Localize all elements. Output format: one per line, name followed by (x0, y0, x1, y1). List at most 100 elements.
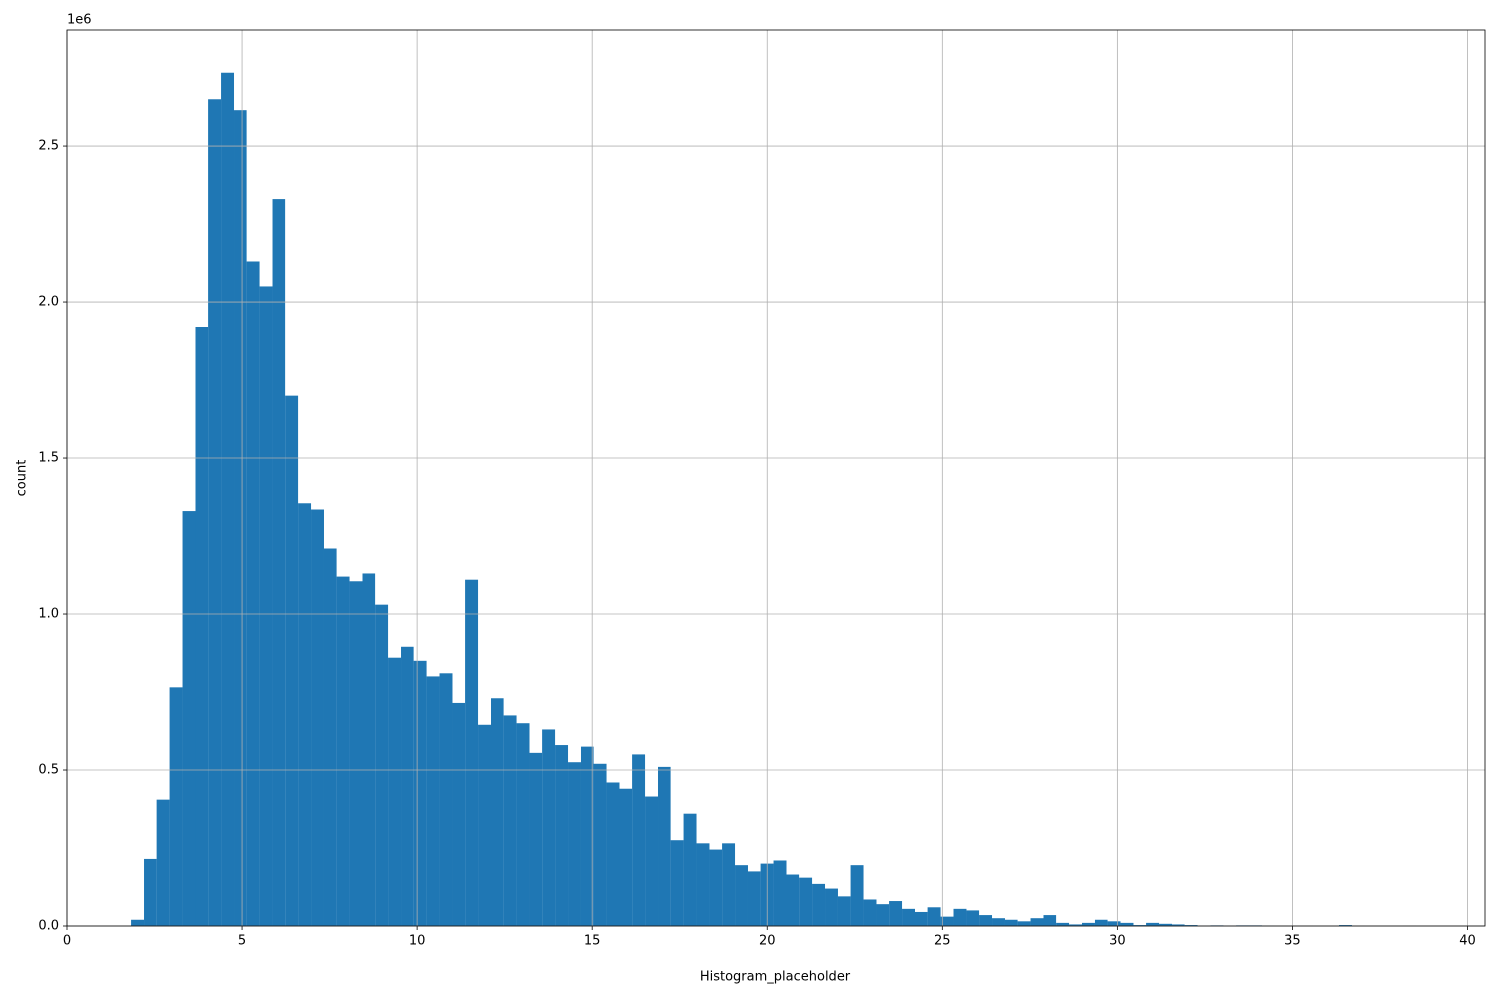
bar (619, 788, 633, 926)
bar (927, 907, 941, 926)
bar (658, 766, 671, 926)
x-tick-label: 5 (238, 934, 246, 949)
bar (979, 915, 993, 926)
bar (670, 840, 684, 926)
bar (683, 813, 697, 926)
bar (323, 548, 337, 926)
y-tick-label: 1.0 (38, 607, 59, 622)
bar (272, 199, 286, 926)
bar (735, 865, 748, 926)
bar (298, 503, 312, 926)
bar (208, 99, 222, 927)
bar (812, 883, 826, 926)
bar (516, 723, 530, 926)
y-tick-label: 1.5 (38, 451, 59, 466)
y-tick-label: 2.0 (38, 295, 59, 310)
bar (1120, 922, 1134, 926)
bar (182, 511, 196, 926)
bar (349, 581, 363, 926)
bar (1017, 921, 1031, 926)
x-tick-label: 0 (63, 934, 71, 949)
bar (221, 72, 235, 926)
x-tick-label: 35 (1284, 934, 1301, 949)
bar (953, 908, 967, 926)
bar (375, 604, 389, 926)
bar (722, 843, 736, 926)
bar (606, 782, 620, 926)
bar (426, 676, 440, 926)
bar (1107, 921, 1121, 926)
bar (992, 918, 1005, 926)
x-tick-label: 15 (584, 934, 601, 949)
x-tick-label: 25 (934, 934, 951, 949)
bar (837, 896, 851, 926)
bar (490, 698, 504, 926)
x-tick-label: 20 (759, 934, 776, 949)
bar (799, 877, 813, 926)
bar (863, 899, 877, 926)
x-tick-label: 40 (1459, 934, 1476, 949)
bar (696, 843, 710, 926)
bar (914, 911, 928, 926)
bar (362, 573, 376, 926)
bar (1030, 918, 1044, 926)
bar (1043, 915, 1057, 926)
bar (311, 509, 324, 926)
bar (478, 724, 491, 926)
bar (773, 860, 787, 926)
plot-frame (66, 29, 1486, 927)
bar (889, 901, 903, 926)
bar (1146, 922, 1160, 926)
bar (1171, 924, 1185, 926)
bar (131, 919, 145, 926)
bar (195, 327, 209, 926)
bar (336, 576, 350, 926)
y-tick-label: 0.0 (38, 919, 59, 934)
bar (555, 745, 569, 926)
offset-text: 1e6 (67, 13, 92, 28)
bar (144, 858, 157, 926)
bar (285, 395, 299, 926)
bar (503, 715, 517, 926)
bar (940, 916, 954, 926)
y-tick-label: 0.5 (38, 763, 59, 778)
bar (465, 579, 479, 926)
bar (747, 871, 761, 926)
bar (1069, 924, 1083, 926)
x-axis-label: Histogram_placeholder (700, 970, 851, 985)
bar (568, 762, 581, 926)
bar (632, 754, 646, 926)
bar (966, 910, 980, 926)
bar (234, 110, 247, 926)
y-tick-label: 2.5 (38, 139, 59, 154)
bar (401, 646, 414, 926)
bar (825, 888, 838, 926)
bar (580, 746, 594, 926)
bar (413, 660, 427, 926)
bar (1159, 923, 1172, 926)
bar (388, 657, 402, 926)
x-tick-label: 10 (409, 934, 426, 949)
bar (1004, 919, 1018, 926)
bar (259, 286, 273, 926)
bar (542, 729, 556, 926)
bar (709, 849, 723, 926)
y-axis-label: count (15, 460, 30, 497)
bar (452, 702, 466, 926)
bar (1338, 925, 1352, 926)
bar (439, 673, 453, 926)
bar (786, 874, 800, 926)
bar (876, 904, 890, 926)
bar (246, 261, 260, 927)
bar (1094, 919, 1108, 926)
bar (169, 687, 183, 926)
bar (850, 865, 864, 926)
bar (902, 908, 915, 926)
bar (593, 763, 607, 926)
x-tick-label: 30 (1109, 934, 1126, 949)
bar (529, 752, 543, 926)
bar (156, 799, 170, 926)
bar (645, 796, 659, 926)
bar (1082, 922, 1095, 926)
